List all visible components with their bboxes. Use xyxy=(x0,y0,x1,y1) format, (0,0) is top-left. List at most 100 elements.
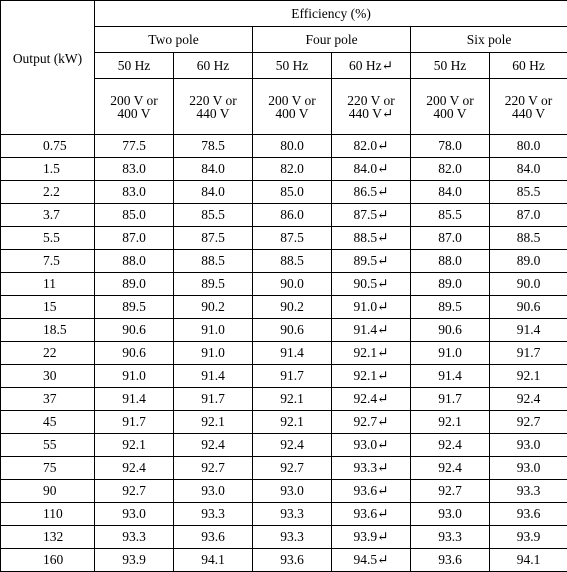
efficiency-cell: 92.4 xyxy=(490,388,567,411)
efficiency-cell: 84.0↵ xyxy=(332,158,411,181)
efficiency-cell: 83.0 xyxy=(95,181,174,204)
output-cell: 5.5 xyxy=(1,227,95,250)
voltage-line: 400 V xyxy=(253,107,331,120)
efficiency-cell: 80.0 xyxy=(253,135,332,158)
efficiency-cell: 83.0 xyxy=(95,158,174,181)
efficiency-cell: 93.3 xyxy=(253,503,332,526)
efficiency-cell: 93.9↵ xyxy=(332,526,411,549)
efficiency-cell: 92.4 xyxy=(95,457,174,480)
efficiency-cell: 93.0 xyxy=(490,434,567,457)
frequency-header: 50 Hz xyxy=(411,53,490,79)
efficiency-cell: 90.6 xyxy=(95,319,174,342)
efficiency-cell: 89.0 xyxy=(490,250,567,273)
pole-group-header: Six pole xyxy=(411,27,567,53)
output-cell: 45 xyxy=(1,411,95,434)
output-cell: 7.5 xyxy=(1,250,95,273)
efficiency-cell: 85.5 xyxy=(490,181,567,204)
efficiency-cell: 92.1 xyxy=(174,411,253,434)
efficiency-cell: 90.6 xyxy=(95,342,174,365)
efficiency-cell: 91.7 xyxy=(95,411,174,434)
voltage-line: 400 V xyxy=(95,107,173,120)
output-cell: 90 xyxy=(1,480,95,503)
efficiency-cell: 91.7 xyxy=(253,365,332,388)
efficiency-cell: 91.4 xyxy=(411,365,490,388)
efficiency-cell: 87.5 xyxy=(253,227,332,250)
efficiency-cell: 93.0 xyxy=(490,457,567,480)
efficiency-cell: 93.0 xyxy=(253,480,332,503)
efficiency-cell: 92.1 xyxy=(411,411,490,434)
output-column-header: Output (kW) xyxy=(1,1,95,135)
efficiency-cell: 91.7 xyxy=(490,342,567,365)
efficiency-cell: 92.7↵ xyxy=(332,411,411,434)
efficiency-cell: 93.3 xyxy=(95,526,174,549)
efficiency-cell: 94.5↵ xyxy=(332,549,411,572)
voltage-line: 220 V or xyxy=(332,94,410,107)
efficiency-cell: 92.7 xyxy=(253,457,332,480)
efficiency-cell: 93.0 xyxy=(174,480,253,503)
output-cell: 0.75 xyxy=(1,135,95,158)
efficiency-cell: 86.5↵ xyxy=(332,181,411,204)
efficiency-cell: 89.5 xyxy=(95,296,174,319)
efficiency-cell: 88.0 xyxy=(95,250,174,273)
efficiency-cell: 91.0 xyxy=(411,342,490,365)
output-cell: 160 xyxy=(1,549,95,572)
efficiency-cell: 93.0 xyxy=(411,503,490,526)
efficiency-cell: 86.0 xyxy=(253,204,332,227)
efficiency-cell: 92.7 xyxy=(490,411,567,434)
efficiency-cell: 88.5 xyxy=(174,250,253,273)
efficiency-cell: 90.6 xyxy=(253,319,332,342)
efficiency-cell: 85.5 xyxy=(174,204,253,227)
efficiency-cell: 91.0 xyxy=(95,365,174,388)
efficiency-cell: 87.5↵ xyxy=(332,204,411,227)
voltage-line: 400 V xyxy=(411,107,489,120)
output-cell: 18.5 xyxy=(1,319,95,342)
efficiency-cell: 94.1 xyxy=(174,549,253,572)
efficiency-cell: 88.5↵ xyxy=(332,227,411,250)
output-cell: 11 xyxy=(1,273,95,296)
efficiency-cell: 90.2 xyxy=(253,296,332,319)
efficiency-cell: 89.0 xyxy=(411,273,490,296)
efficiency-cell: 92.4↵ xyxy=(332,388,411,411)
voltage-line: 200 V or xyxy=(411,94,489,107)
efficiency-cell: 88.5 xyxy=(253,250,332,273)
efficiency-cell: 93.3 xyxy=(174,503,253,526)
efficiency-cell: 84.0 xyxy=(174,181,253,204)
efficiency-cell: 92.1 xyxy=(253,411,332,434)
efficiency-cell: 80.0 xyxy=(490,135,567,158)
output-cell: 75 xyxy=(1,457,95,480)
efficiency-cell: 89.0 xyxy=(95,273,174,296)
efficiency-cell: 93.9 xyxy=(490,526,567,549)
voltage-line: 440 V xyxy=(490,107,567,120)
efficiency-cell: 93.3 xyxy=(411,526,490,549)
efficiency-cell: 88.0 xyxy=(411,250,490,273)
efficiency-cell: 90.0 xyxy=(253,273,332,296)
efficiency-cell: 82.0 xyxy=(411,158,490,181)
efficiency-cell: 88.5 xyxy=(490,227,567,250)
efficiency-cell: 92.4 xyxy=(253,434,332,457)
efficiency-cell: 93.0 xyxy=(95,503,174,526)
efficiency-header: Efficiency (%) xyxy=(95,1,567,27)
efficiency-cell: 89.5↵ xyxy=(332,250,411,273)
output-cell: 3.7 xyxy=(1,204,95,227)
efficiency-cell: 93.0↵ xyxy=(332,434,411,457)
efficiency-cell: 89.5 xyxy=(174,273,253,296)
efficiency-cell: 93.3 xyxy=(490,480,567,503)
efficiency-cell: 92.7 xyxy=(411,480,490,503)
efficiency-cell: 92.7 xyxy=(174,457,253,480)
frequency-header: 50 Hz xyxy=(253,53,332,79)
